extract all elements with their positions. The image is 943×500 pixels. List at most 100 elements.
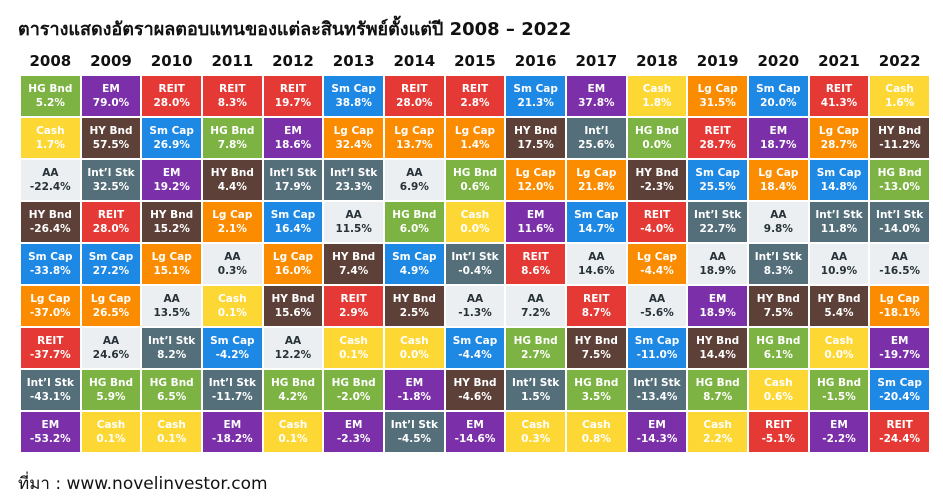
return-value: 7.4% (339, 265, 369, 277)
return-value: 0.1% (157, 433, 187, 445)
cell: Cash 0.1% (263, 412, 323, 452)
asset-name: EM (769, 125, 788, 137)
return-value: -13.0% (879, 181, 921, 193)
return-value: 0.3% (521, 433, 551, 445)
asset-name: Cash (218, 293, 247, 305)
year-header: 2009 (90, 52, 132, 70)
return-value: -18.2% (211, 433, 253, 445)
cell: AA 12.2% (263, 328, 323, 368)
year-header: 2008 (29, 52, 72, 70)
cell: Sm Cap -20.4% (870, 370, 929, 410)
return-value: -37.0% (29, 307, 71, 319)
return-value: -14.6% (454, 433, 496, 445)
asset-name: REIT (583, 293, 610, 305)
cell: Lg Cap -37.0% (21, 286, 80, 326)
return-value: 0.1% (217, 307, 247, 319)
cell: HY Bnd -26.4% (21, 202, 80, 242)
return-value: -16.5% (879, 265, 921, 277)
asset-name: EM (587, 83, 606, 95)
cell: Sm Cap 21.3% (506, 76, 565, 116)
asset-name: HY Bnd (574, 335, 618, 347)
asset-name: REIT (37, 335, 64, 347)
return-value: -53.2% (29, 433, 71, 445)
cell: Sm Cap -33.8% (21, 244, 80, 284)
cell: HY Bnd 7.5% (749, 286, 808, 326)
asset-name: Cash (642, 83, 672, 95)
year-header: 2016 (514, 52, 557, 70)
return-value: 5.2% (35, 97, 65, 109)
asset-name: Sm Cap (756, 83, 801, 95)
return-value: 3.5% (581, 391, 611, 403)
cell: EM -14.6% (445, 412, 505, 452)
year-header: 2014 (393, 52, 436, 70)
return-value: 1.5% (521, 391, 551, 403)
asset-name: Cash (339, 335, 368, 347)
return-value: 4.2% (278, 391, 308, 403)
cell: Lg Cap 31.5% (688, 76, 747, 116)
asset-name: Lg Cap (879, 293, 920, 305)
asset-name: EM (526, 209, 545, 221)
cell: Cash 0.6% (749, 370, 808, 410)
asset-name: HG Bnd (270, 377, 316, 389)
cell: Cash 0.1% (81, 412, 141, 452)
asset-name: Sm Cap (574, 209, 619, 221)
cell: HY Bnd 57.5% (81, 118, 141, 158)
cell: Cash 0.1% (203, 286, 262, 326)
return-value: 0.1% (278, 433, 308, 445)
return-value: 16.4% (274, 223, 312, 235)
return-value: 32.5% (92, 181, 130, 193)
return-value: 0.3% (217, 265, 247, 277)
return-value: -0.4% (458, 265, 492, 277)
cell: Lg Cap 28.7% (809, 118, 869, 158)
asset-name: HG Bnd (149, 377, 194, 389)
return-value: 11.5% (335, 223, 372, 235)
cell: REIT 28.0% (142, 76, 201, 116)
asset-name: REIT (340, 293, 367, 305)
return-value: 1.8% (642, 97, 672, 109)
return-value: 14.7% (578, 223, 615, 235)
asset-name: Lg Cap (758, 167, 799, 179)
asset-name: Cash (703, 419, 732, 431)
asset-name: AA (466, 293, 484, 305)
return-value: -1.5% (822, 391, 856, 403)
asset-name: REIT (825, 83, 853, 95)
return-value: 17.5% (517, 139, 554, 151)
cell: Sm Cap 14.7% (567, 202, 626, 242)
cell: HG Bnd 0.0% (627, 118, 687, 158)
return-value: 0.0% (642, 139, 672, 151)
cell: HY Bnd -4.6% (445, 370, 505, 410)
asset-name: AA (42, 167, 59, 179)
return-value: 13.5% (153, 307, 190, 319)
cell: Sm Cap 14.8% (809, 160, 869, 200)
cell: Sm Cap 26.9% (142, 118, 201, 158)
asset-name: Int’l Stk (148, 335, 196, 347)
asset-name: Lg Cap (515, 167, 556, 179)
cell: EM 37.8% (567, 76, 626, 116)
return-value: -24.4% (879, 433, 921, 445)
cell: HY Bnd 17.5% (506, 118, 565, 158)
asset-name: Lg Cap (454, 125, 496, 137)
return-value: 2.8% (460, 97, 490, 109)
asset-name: HY Bnd (332, 251, 376, 263)
return-value: 21.8% (578, 181, 615, 193)
return-value: -4.2% (215, 349, 250, 361)
cell: EM 18.6% (263, 118, 323, 158)
asset-name: Lg Cap (90, 293, 132, 305)
asset-name: HG Bnd (28, 83, 73, 95)
return-value: 9.8% (763, 223, 793, 235)
cell: Sm Cap 20.0% (749, 76, 808, 116)
asset-name: EM (466, 419, 484, 431)
asset-name: AA (102, 335, 120, 347)
asset-name: EM (830, 419, 848, 431)
cell: Cash 1.6% (870, 76, 929, 116)
cell: AA 24.6% (81, 328, 141, 368)
return-value: 1.7% (35, 139, 65, 151)
asset-name: Lg Cap (636, 251, 678, 263)
return-value: 5.4% (824, 307, 854, 319)
asset-name: EM (648, 419, 666, 431)
cell: HG Bnd 8.7% (688, 370, 747, 410)
return-value: 1.6% (885, 97, 915, 109)
year-header: 2013 (332, 52, 375, 70)
asset-name: EM (162, 167, 181, 179)
asset-name: HG Bnd (210, 125, 255, 137)
